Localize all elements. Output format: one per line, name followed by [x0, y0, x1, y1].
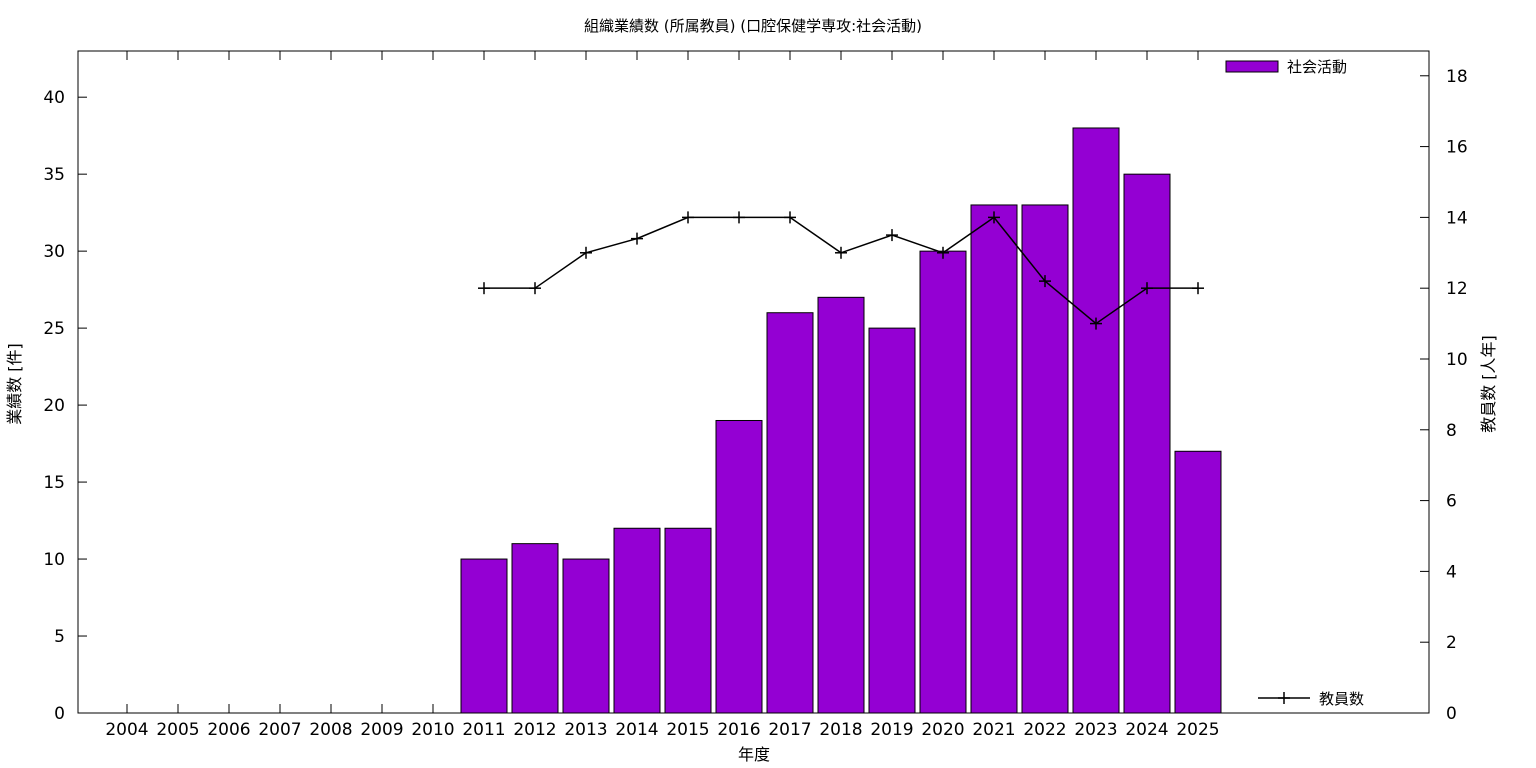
left-y-tick-label: 10 — [43, 550, 65, 570]
x-tick-label: 2019 — [870, 720, 913, 740]
legend-bar-label: 社会活動 — [1287, 58, 1347, 76]
x-tick-label: 2004 — [105, 720, 148, 740]
line-layer — [478, 211, 1204, 330]
bar-2023 — [1072, 127, 1120, 714]
right-y-tick-label: 18 — [1446, 67, 1468, 87]
left-y-tick-label: 20 — [43, 396, 65, 416]
x-tick-label: 2023 — [1074, 720, 1117, 740]
x-tick-label: 2018 — [819, 720, 862, 740]
bar-2013 — [562, 558, 610, 714]
x-tick-label: 2007 — [258, 720, 301, 740]
bar-2020 — [919, 250, 967, 714]
left-y-axis-label: 業績数 [件] — [5, 343, 24, 425]
bar-2015 — [664, 527, 712, 714]
right-y-tick-label: 16 — [1446, 138, 1468, 158]
right-y-tick-label: 4 — [1446, 562, 1457, 582]
bar-2025 — [1174, 450, 1222, 714]
bar-2019 — [868, 327, 916, 714]
left-y-axis-ticks: 0 5 10 15 20 25 30 35 40 — [43, 88, 87, 724]
line-point-2017 — [784, 211, 796, 224]
bar-2011 — [460, 558, 508, 714]
plot-frame — [77, 50, 1430, 714]
line-point-2018 — [835, 246, 847, 259]
line-point-2022 — [1039, 275, 1051, 288]
x-tick-label: 2014 — [615, 720, 658, 740]
chart-title: 組織業績数 (所属教員) (口腔保健学専攻:社会活動) — [584, 17, 922, 35]
right-y-axis-label: 教員数 [人年] — [1479, 335, 1498, 433]
right-y-tick-label: 10 — [1446, 350, 1468, 370]
right-y-tick-label: 12 — [1446, 279, 1468, 299]
bar-2016 — [715, 419, 763, 714]
line-point-2013 — [580, 246, 592, 259]
x-tick-label: 2015 — [666, 720, 709, 740]
left-y-tick-label: 0 — [54, 704, 65, 724]
right-y-tick-label: 2 — [1446, 633, 1457, 653]
legend-bar-swatch — [1225, 60, 1279, 73]
line-point-2021 — [988, 211, 1000, 224]
line-point-2011 — [478, 282, 490, 295]
right-y-tick-label: 8 — [1446, 421, 1457, 441]
legend-line-series: 教員数 — [1258, 690, 1364, 708]
bar-2017 — [766, 312, 814, 714]
x-tick-label: 2010 — [411, 720, 454, 740]
line-point-2016 — [733, 211, 745, 224]
x-tick-label: 2022 — [1023, 720, 1066, 740]
x-axis-ticks: 2004 2005 2006 2007 2008 2009 2010 2011 2012 2013… — [105, 51, 1220, 740]
bar-2022 — [1021, 204, 1069, 714]
bar-2012 — [511, 543, 559, 714]
x-tick-label: 2021 — [972, 720, 1015, 740]
line-point-2024 — [1141, 282, 1153, 295]
right-y-axis-ticks: 0 2 4 6 8 10 12 14 16 18 — [1420, 67, 1468, 724]
x-tick-label: 2024 — [1125, 720, 1168, 740]
line-point-2012 — [529, 282, 541, 295]
line-point-2020 — [937, 246, 949, 259]
x-tick-label: 2013 — [564, 720, 607, 740]
bar-2014 — [613, 527, 661, 714]
x-tick-label: 2025 — [1176, 720, 1219, 740]
x-tick-label: 2017 — [768, 720, 811, 740]
x-tick-label: 2006 — [207, 720, 250, 740]
bar-2021 — [970, 204, 1018, 714]
x-tick-label: 2016 — [717, 720, 760, 740]
left-y-tick-label: 15 — [43, 473, 65, 493]
line-point-2014 — [631, 232, 643, 245]
legend-line-label: 教員数 — [1319, 690, 1364, 708]
x-tick-label: 2008 — [309, 720, 352, 740]
left-y-tick-label: 5 — [54, 627, 65, 647]
line-point-2019 — [886, 229, 898, 242]
line-point-2023 — [1090, 317, 1102, 330]
line-point-2015 — [682, 211, 694, 224]
bars-layer — [460, 127, 1222, 714]
x-tick-label: 2009 — [360, 720, 403, 740]
right-y-tick-label: 6 — [1446, 492, 1457, 512]
bar-2018 — [817, 296, 865, 714]
left-y-tick-label: 40 — [43, 88, 65, 108]
line-point-2025 — [1192, 282, 1204, 295]
x-axis-label: 年度 — [738, 745, 770, 764]
right-y-tick-label: 14 — [1446, 208, 1468, 228]
x-tick-label: 2005 — [156, 720, 199, 740]
bar-2024 — [1123, 173, 1171, 714]
left-y-tick-label: 25 — [43, 319, 65, 339]
x-tick-label: 2020 — [921, 720, 964, 740]
x-tick-label: 2012 — [513, 720, 556, 740]
right-y-tick-label: 0 — [1446, 704, 1457, 724]
left-y-tick-label: 35 — [43, 165, 65, 185]
x-tick-label: 2011 — [462, 720, 505, 740]
left-y-tick-label: 30 — [43, 242, 65, 262]
legend-bar-series: 社会活動 — [1225, 58, 1347, 76]
